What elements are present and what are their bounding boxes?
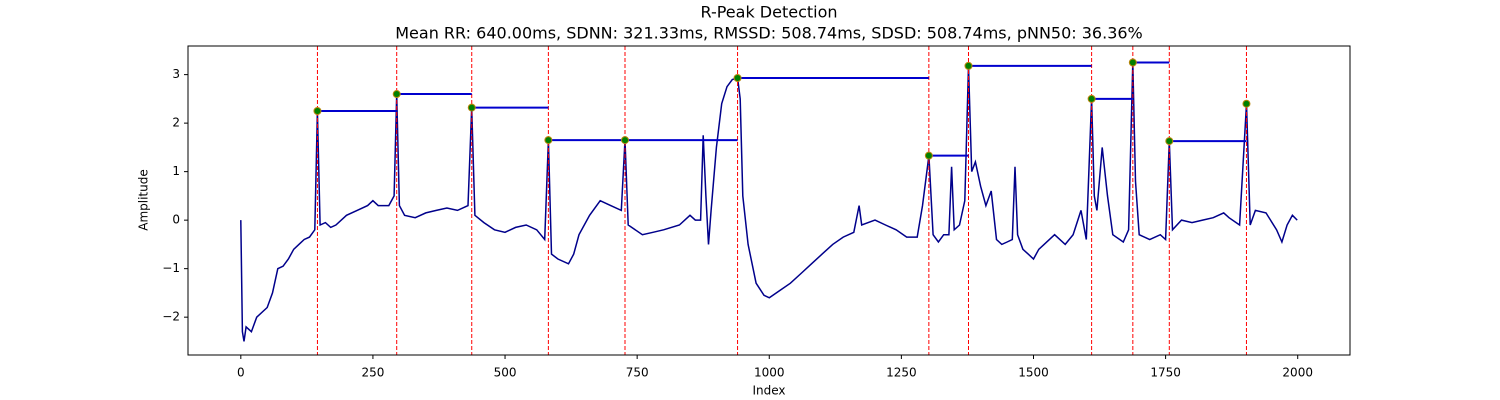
peak-point [467, 103, 476, 112]
peak-point [313, 107, 322, 116]
x-tick-label: 0 [237, 366, 245, 380]
x-tick-label: 250 [361, 366, 384, 380]
peak-point [392, 90, 401, 99]
peak-point [1087, 94, 1096, 103]
chart-subtitle: Mean RR: 640.00ms, SDNN: 321.33ms, RMSSD… [395, 24, 1143, 43]
chart-title: R-Peak Detection [700, 3, 837, 22]
peak-point [544, 136, 553, 145]
peak-point [620, 136, 629, 145]
y-tick-label: −1 [162, 261, 180, 275]
x-tick-label: 2000 [1282, 366, 1313, 380]
x-tick-label: 500 [494, 366, 517, 380]
x-tick-label: 1250 [886, 366, 917, 380]
y-tick-label: 2 [172, 116, 180, 130]
peak-point [924, 151, 933, 160]
peak-point [964, 61, 973, 70]
y-axis-label: Amplitude [137, 169, 151, 231]
peak-point [733, 74, 742, 83]
x-tick-label: 1500 [1018, 366, 1049, 380]
peak-point [1165, 137, 1174, 146]
x-tick-label: 1750 [1150, 366, 1181, 380]
plot-frame [187, 45, 1351, 356]
x-tick-label: 750 [626, 366, 649, 380]
x-axis-label: Index [752, 384, 785, 398]
signal-line [240, 62, 1298, 342]
y-tick-label: 3 [172, 67, 180, 81]
y-tick-label: 0 [172, 213, 180, 227]
x-tick-label: 1000 [754, 366, 785, 380]
y-tick-label: 1 [172, 164, 180, 178]
peak-point [1242, 99, 1251, 108]
peak-point [1128, 58, 1137, 67]
y-tick-label: −2 [162, 310, 180, 324]
